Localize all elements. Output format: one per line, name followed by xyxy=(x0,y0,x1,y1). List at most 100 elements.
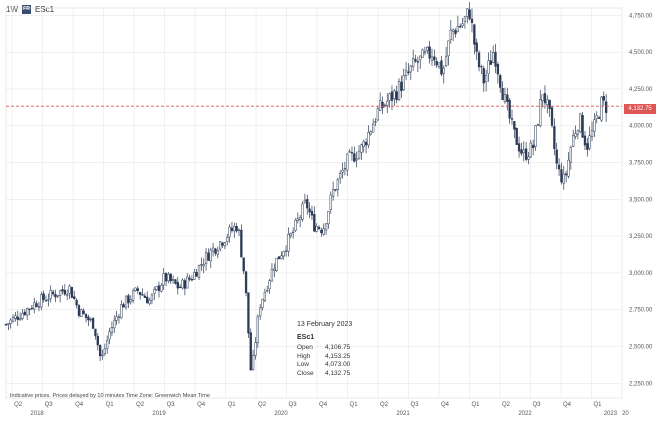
candle-body xyxy=(94,328,97,337)
x-tick-year: 2019 xyxy=(152,411,166,417)
candle-body xyxy=(350,152,354,154)
candle-body xyxy=(550,107,554,126)
candle-body xyxy=(449,29,452,41)
candle-body xyxy=(501,87,504,101)
candle-body xyxy=(127,295,130,304)
candle-body xyxy=(553,126,556,149)
tooltip-label: Open xyxy=(297,344,313,351)
candle-body xyxy=(506,94,509,102)
candle-body xyxy=(444,56,448,67)
tooltip-row-high: High 4,153.25 xyxy=(297,353,377,362)
candle-body xyxy=(68,285,71,294)
candle-body xyxy=(122,304,125,308)
candle-body xyxy=(360,144,363,153)
candle-body xyxy=(40,294,43,308)
candle-body xyxy=(428,46,431,59)
candle-body xyxy=(98,344,102,357)
candle-body xyxy=(291,231,295,234)
candle-body xyxy=(595,115,598,119)
y-tick-label: 3,500.00 xyxy=(629,197,653,203)
tooltip-value: 4,073.00 xyxy=(325,361,351,368)
tooltip-label: High xyxy=(297,352,311,360)
tooltip-row-open: Open 4,106.75 xyxy=(297,344,377,353)
candle-body xyxy=(63,289,66,295)
candle-body xyxy=(113,319,116,329)
tooltip-row-close: Close 4,132.75 xyxy=(297,370,377,379)
candle-body xyxy=(9,319,12,324)
tooltip-label: Close xyxy=(297,369,314,377)
candle-body xyxy=(284,250,288,252)
candle-body xyxy=(459,26,462,28)
candle-body xyxy=(106,340,109,349)
candle-body xyxy=(289,233,292,237)
candle-body xyxy=(456,26,460,33)
symbol-label[interactable]: ESc1 xyxy=(35,5,55,14)
candle-body xyxy=(110,327,114,334)
candle-body xyxy=(235,225,238,232)
candle-body xyxy=(588,135,591,149)
candle-body xyxy=(367,132,370,146)
candle-body xyxy=(91,317,95,329)
ohlc-tooltip: 13 February 2023 ESc1 Open 4,106.75 High… xyxy=(297,321,377,378)
x-tick-quarter: Q2 xyxy=(502,402,511,408)
candle-body xyxy=(164,272,168,282)
candle-body xyxy=(228,226,231,238)
candle-body xyxy=(510,118,514,120)
candle-body xyxy=(435,60,438,66)
candle-body xyxy=(402,75,405,90)
candle-body xyxy=(181,279,184,289)
candle-body xyxy=(136,288,139,292)
y-tick-label: 3,250.00 xyxy=(629,234,653,240)
candle-body xyxy=(153,288,156,294)
candle-body xyxy=(515,128,518,145)
candle-body xyxy=(7,323,10,325)
x-tick-quarter: Q3 xyxy=(533,402,542,408)
candle-body xyxy=(320,229,323,234)
candle-body xyxy=(346,153,349,171)
candle-body xyxy=(226,237,229,242)
candle-body xyxy=(313,213,316,232)
candle-body xyxy=(353,153,356,162)
candle-body xyxy=(489,60,492,65)
candle-body xyxy=(379,100,382,111)
candle-body xyxy=(256,316,259,344)
candle-body xyxy=(334,189,337,191)
candle-body xyxy=(174,279,177,284)
candle-body xyxy=(419,55,422,61)
candle-body xyxy=(200,264,203,266)
candle-body xyxy=(409,65,412,73)
candle-body xyxy=(186,276,189,289)
candle-body xyxy=(211,247,215,252)
candle-body xyxy=(480,65,483,68)
candle-body xyxy=(557,164,561,170)
candle-body xyxy=(412,58,415,67)
tooltip-value: 4,153.25 xyxy=(325,352,351,360)
candle-body xyxy=(51,291,55,295)
candle-body xyxy=(440,60,443,75)
candle-body xyxy=(583,135,587,146)
candle-body xyxy=(543,93,547,104)
tooltip-label: Low xyxy=(297,361,309,368)
x-tick-year: 2020 xyxy=(274,411,288,417)
chart-grid xyxy=(5,7,623,399)
candle-body xyxy=(82,310,85,315)
x-tick-quarter: Q3 xyxy=(167,402,176,408)
candle-body xyxy=(541,94,544,101)
y-tick-label: 3,750.00 xyxy=(629,161,653,167)
candle-body xyxy=(327,211,330,225)
candle-body xyxy=(33,302,36,310)
candle-body xyxy=(404,70,408,76)
candle-body xyxy=(494,51,497,67)
candle-body xyxy=(169,273,172,282)
candle-body xyxy=(287,233,290,252)
candle-body xyxy=(54,294,57,298)
candle-body xyxy=(193,271,196,280)
candle-body xyxy=(124,295,128,308)
candle-body xyxy=(204,252,208,264)
tooltip-date: 13 February 2023 xyxy=(297,321,353,328)
x-tick-year: 2023 xyxy=(604,411,618,417)
candle-body xyxy=(270,268,274,282)
candle-body xyxy=(447,40,450,57)
candle-body xyxy=(475,42,478,52)
